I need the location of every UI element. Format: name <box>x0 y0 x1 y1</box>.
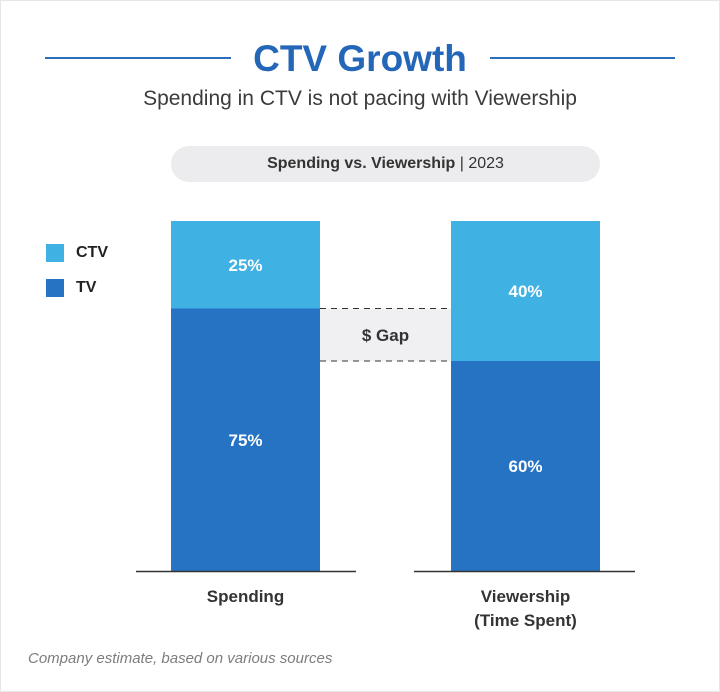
gap-band <box>320 308 451 361</box>
bar-tv-0 <box>171 308 320 571</box>
period-pill-year: | 2023 <box>455 155 504 172</box>
legend-label-ctv: CTV <box>76 244 108 261</box>
data-label-tv-0: 75% <box>228 431 262 450</box>
title-rule-left <box>45 57 231 59</box>
data-label-ctv-0: 25% <box>228 256 262 275</box>
legend-swatch-tv <box>46 279 64 297</box>
period-pill-title: Spending vs. Viewership <box>267 155 456 172</box>
chart-subtitle: Spending in CTV is not pacing with Viewe… <box>143 87 577 110</box>
legend-swatch-ctv <box>46 244 64 262</box>
gap-label: $ Gap <box>362 326 409 345</box>
legend-label-tv: TV <box>76 279 97 296</box>
title-row: CTV Growth <box>0 36 720 82</box>
source-note: Company estimate, based on various sourc… <box>28 650 333 667</box>
data-label-ctv-1: 40% <box>508 282 542 301</box>
category-label-1-1: (Time Spent) <box>474 611 577 630</box>
category-label-1-0: Viewership <box>481 587 570 606</box>
period-pill: Spending vs. Viewership | 2023 <box>171 146 600 182</box>
data-label-tv-1: 60% <box>508 457 542 476</box>
title-rule-right <box>490 57 675 59</box>
chart-title: CTV Growth <box>253 38 467 79</box>
bar-tv-1 <box>451 361 600 571</box>
bar-ctv-0 <box>171 221 320 309</box>
category-label-0-0: Spending <box>207 587 284 606</box>
bar-ctv-1 <box>451 221 600 361</box>
